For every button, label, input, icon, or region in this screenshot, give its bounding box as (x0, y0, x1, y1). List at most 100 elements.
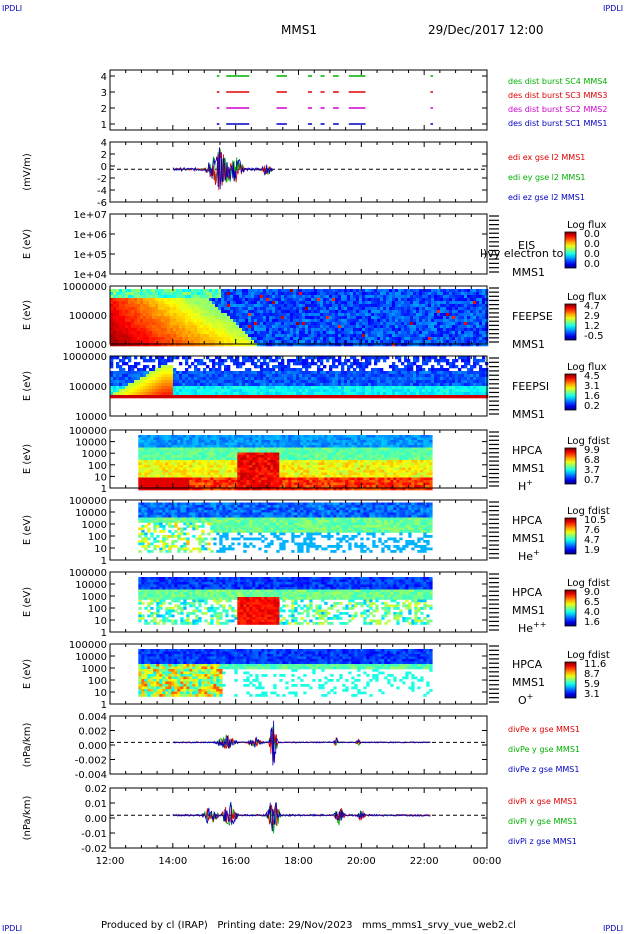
spectrogram-cell (416, 301, 420, 305)
spectrogram-cell (143, 325, 147, 329)
spectrogram-cell (353, 362, 357, 366)
spectrogram-cell (171, 477, 175, 481)
spectrogram-cell (218, 343, 222, 347)
spectrogram-cell (192, 475, 196, 478)
spectrogram-cell (140, 395, 144, 399)
spectrogram-cell (335, 359, 339, 363)
spectrogram-cell (149, 322, 153, 326)
spectrogram-cell (404, 371, 408, 375)
spectrogram-cell (278, 334, 282, 338)
spectrogram-cell (380, 331, 384, 335)
spectrogram-cell (389, 289, 393, 293)
spectrogram-cell (179, 380, 183, 384)
spectrogram-cell (461, 292, 465, 296)
spectrogram-cell (161, 295, 165, 299)
spectrogram-cell (374, 371, 378, 375)
spectrogram-cell (173, 392, 177, 396)
spectrogram-cell (215, 383, 219, 387)
spectrogram-cell (446, 383, 450, 387)
spectrogram-cell (362, 392, 366, 396)
spectrogram-cell (326, 295, 330, 299)
spectrogram-cell (395, 304, 399, 308)
y-axis-label: E (eV) (22, 229, 33, 259)
spectrogram-cell (461, 374, 465, 378)
spectrogram-cell (479, 322, 483, 326)
spectrogram-cell (161, 368, 165, 372)
spectrogram-cell (189, 440, 193, 443)
spectrogram-cell (383, 386, 387, 390)
spectrogram-cell (398, 371, 402, 375)
spectrogram-cell (341, 325, 345, 329)
spectrogram-cell (251, 340, 255, 344)
y-tick-label: 100000 (69, 426, 107, 437)
spectrogram-cell (162, 480, 166, 483)
spectrogram-cell (440, 374, 444, 378)
spectrogram-cell (281, 313, 285, 317)
spectrogram-cell (266, 371, 270, 375)
spectrogram-cell (422, 343, 426, 347)
spectrogram-cell (407, 389, 411, 393)
spectrogram-cell (455, 389, 459, 393)
spectrogram-cell (404, 337, 408, 341)
spectrogram-cell (440, 295, 444, 299)
spectrogram-cell (272, 310, 276, 314)
spectrogram-cell (395, 301, 399, 305)
spectrogram-cell (329, 386, 333, 390)
instrument-label: EIS (518, 239, 535, 252)
spectrogram-cell (233, 295, 237, 299)
spectrogram-cell (284, 368, 288, 372)
spectrogram-cell (122, 328, 126, 332)
spectrogram-cell (395, 310, 399, 314)
spectrogram-cell (434, 325, 438, 329)
spectrogram-cell (144, 477, 148, 481)
spectrogram-cell (329, 343, 333, 347)
spectrogram-cell (182, 313, 186, 317)
spectrogram-cell (227, 340, 231, 344)
spectrogram-cell (368, 356, 372, 360)
spectrogram-cell (440, 310, 444, 314)
spectrogram-cell (452, 359, 456, 363)
spectrogram-cell (206, 307, 210, 311)
spectrogram-cell (152, 325, 156, 329)
spectrogram-cell (194, 377, 198, 381)
spectrogram-cell (110, 316, 114, 320)
spectrogram-cell (144, 452, 148, 456)
spectrogram-cell (290, 316, 294, 320)
spectrogram-cell (386, 322, 390, 326)
spectrogram-cell (164, 313, 168, 317)
spectrogram-cell (275, 337, 279, 341)
spectrogram-cell (290, 389, 294, 393)
spectrogram-cell (179, 295, 183, 299)
spectrogram-cell (189, 477, 193, 481)
spectrogram-cell (260, 328, 264, 332)
spectrogram-cell (284, 374, 288, 378)
spectrogram-cell (461, 325, 465, 329)
spectrogram-cell (434, 340, 438, 344)
spectrogram-cell (278, 383, 282, 387)
spectrogram-cell (144, 475, 148, 478)
spectrogram-cell (398, 377, 402, 381)
spectrogram-cell (138, 437, 142, 441)
spectrogram-cell (302, 371, 306, 375)
spectrogram-cell (192, 477, 196, 481)
spectrogram-cell (159, 442, 163, 446)
spectrogram-cell (302, 389, 306, 393)
spectrogram-cell (446, 395, 450, 399)
spectrogram-cell (182, 316, 186, 320)
spectrogram-cell (239, 289, 243, 293)
spectrogram-cell (434, 359, 438, 363)
spectrogram-cell (353, 377, 357, 381)
spectrogram-cell (386, 380, 390, 384)
spectrogram-cell (164, 374, 168, 378)
spectrogram-cell (323, 334, 327, 338)
spectrogram-cell (410, 395, 414, 399)
spectrogram-cell (158, 328, 162, 332)
spectrogram-cell (194, 389, 198, 393)
spectrogram-cell (125, 392, 129, 396)
spectrogram-cell (165, 470, 169, 473)
spectrogram-cell (224, 313, 228, 317)
spectrogram-cell (392, 392, 396, 396)
y-tick-label: 10000 (75, 412, 107, 423)
spectrogram-cell (428, 322, 432, 326)
spectrogram-cell (461, 383, 465, 387)
